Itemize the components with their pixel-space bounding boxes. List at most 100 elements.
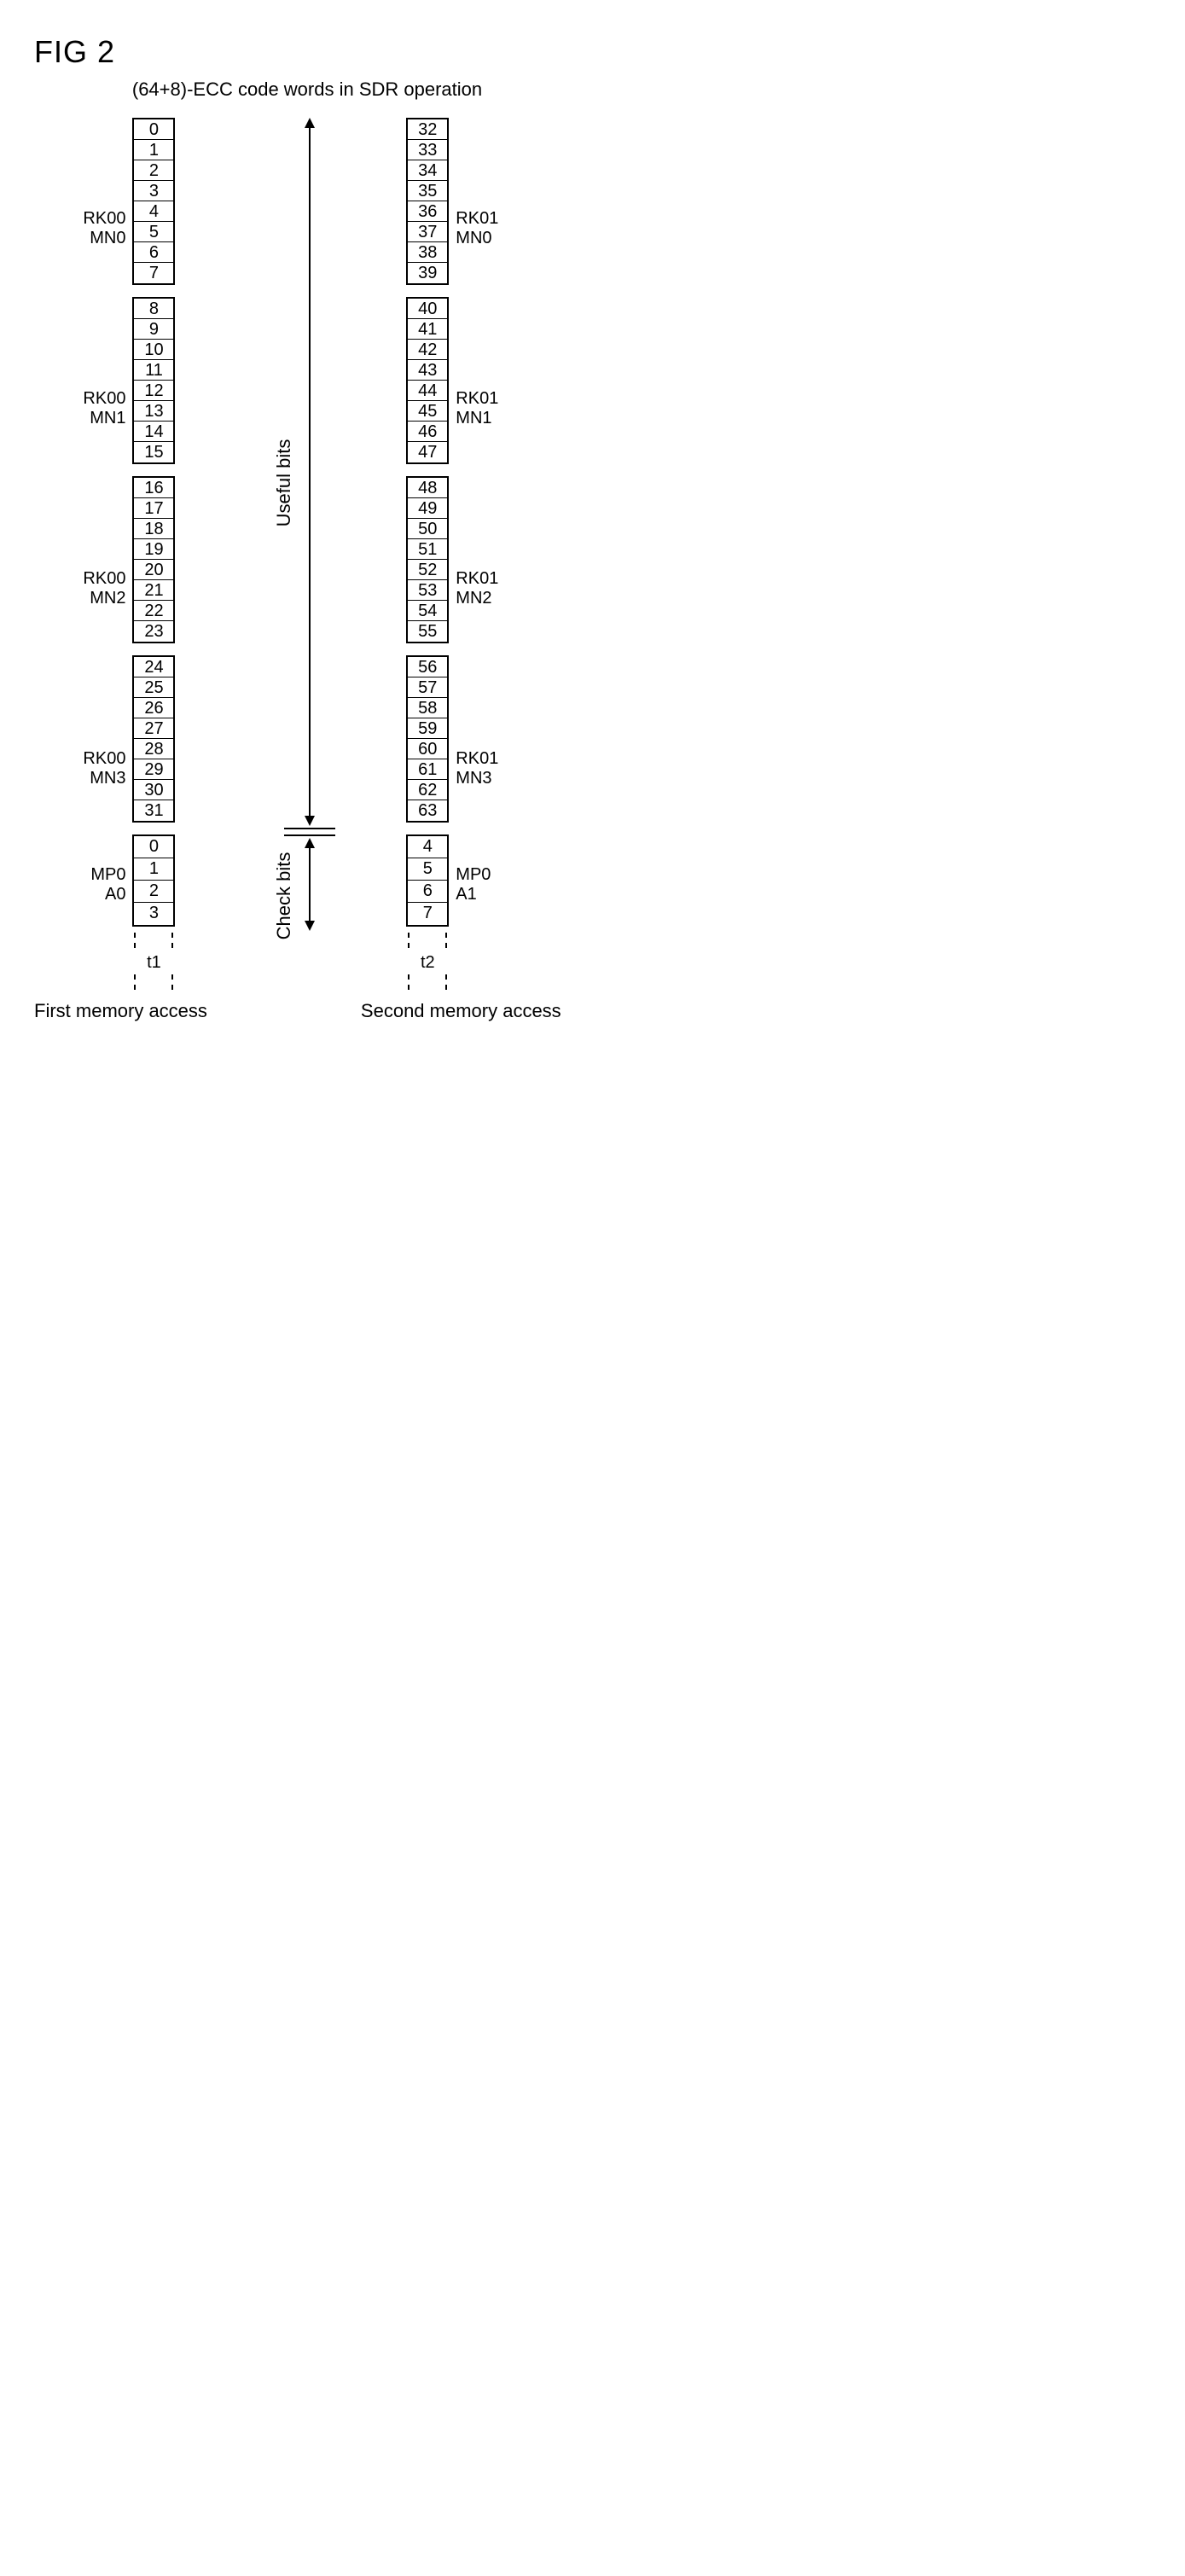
bit-block: 1617181920212223 (132, 476, 175, 643)
time-dash (134, 933, 173, 948)
block-label-module: MN1 (456, 409, 515, 428)
bit-cell: 43 (408, 360, 447, 381)
block-label-module: MN0 (456, 229, 515, 248)
check-label-top: MP0 (456, 865, 515, 885)
bit-block: 01234567 (132, 118, 175, 285)
bit-cell: 36 (408, 201, 447, 222)
bit-block: 89101112131415 (132, 297, 175, 464)
label-column: RK01MN0RK01MN1RK01MN2RK01MN3MP0A1 (449, 118, 515, 931)
bit-cell: 34 (408, 160, 447, 181)
bit-cell: 12 (134, 381, 173, 401)
block-label-rank: RK00 (66, 209, 125, 229)
bit-cell: 61 (408, 759, 447, 780)
bit-cell: 29 (134, 759, 173, 780)
bit-cell: 8 (134, 299, 173, 319)
bit-cell: 50 (408, 519, 447, 539)
time-label: t1 (134, 953, 173, 973)
bit-cell: 16 (134, 478, 173, 498)
bit-block: 4567 (406, 834, 449, 927)
memory-access-column: RK00MN0RK00MN1RK00MN2RK00MN3MP0A00123456… (34, 118, 207, 1022)
time-label: t2 (408, 953, 447, 973)
bit-cell: 19 (134, 539, 173, 560)
bit-cell: 5 (408, 858, 447, 881)
bit-cell: 3 (134, 181, 173, 201)
label-column: RK00MN0RK00MN1RK00MN2RK00MN3MP0A0 (66, 118, 132, 931)
time-dash (408, 933, 447, 948)
bit-cell: 15 (134, 442, 173, 462)
subtitle: (64+8)-ECC code words in SDR operation (34, 79, 580, 101)
bit-cell: 30 (134, 780, 173, 800)
bit-cell: 62 (408, 780, 447, 800)
block-label-module: MN3 (66, 769, 125, 788)
bit-cell: 52 (408, 560, 447, 580)
bit-cell: 0 (134, 119, 173, 140)
bit-cell: 4 (134, 201, 173, 222)
bit-cell: 25 (134, 677, 173, 698)
bit-cell: 7 (134, 263, 173, 283)
bit-cell: 1 (134, 858, 173, 881)
bit-block: 2425262728293031 (132, 655, 175, 823)
useful-bits-label: Useful bits (273, 439, 295, 527)
bit-cell: 22 (134, 601, 173, 621)
bit-cell: 20 (134, 560, 173, 580)
bit-cell: 32 (408, 119, 447, 140)
bit-cell: 2 (134, 881, 173, 903)
footer-label: First memory access (34, 1000, 207, 1022)
bit-block: 4849505152535455 (406, 476, 449, 643)
bit-cell: 2 (134, 160, 173, 181)
bit-cell: 60 (408, 739, 447, 759)
bit-cell: 9 (134, 319, 173, 340)
block-label-rank: RK01 (456, 209, 515, 229)
bit-cell: 23 (134, 621, 173, 642)
block-label-module: MN1 (66, 409, 125, 428)
check-label-bot: A1 (456, 885, 515, 904)
bit-cell: 59 (408, 718, 447, 739)
bit-cell: 53 (408, 580, 447, 601)
bit-cell: 14 (134, 422, 173, 442)
bit-block: 0123 (132, 834, 175, 927)
bit-cell: 4 (408, 836, 447, 858)
time-dash (408, 974, 447, 990)
time-dash (134, 974, 173, 990)
bit-cell: 41 (408, 319, 447, 340)
check-bits-label: Check bits (273, 852, 295, 939)
bit-cell: 0 (134, 836, 173, 858)
bit-cell: 44 (408, 381, 447, 401)
bit-cell: 5 (134, 222, 173, 242)
bit-cell: 37 (408, 222, 447, 242)
bit-cell: 40 (408, 299, 447, 319)
bit-cell: 11 (134, 360, 173, 381)
bit-cell: 49 (408, 498, 447, 519)
bit-cell: 46 (408, 422, 447, 442)
bit-block: 4041424344454647 (406, 297, 449, 464)
block-label-rank: RK00 (66, 389, 125, 409)
bit-cell: 7 (408, 903, 447, 925)
bit-cell: 28 (134, 739, 173, 759)
bit-cell: 57 (408, 677, 447, 698)
block-label-rank: RK01 (456, 569, 515, 589)
bit-cell: 6 (134, 242, 173, 263)
bit-cell: 39 (408, 263, 447, 283)
bit-cell: 13 (134, 401, 173, 422)
bit-cell: 58 (408, 698, 447, 718)
bit-cell: 55 (408, 621, 447, 642)
bit-cell: 1 (134, 140, 173, 160)
block-label-module: MN2 (66, 589, 125, 608)
block-label-rank: RK00 (66, 749, 125, 769)
bit-cell: 33 (408, 140, 447, 160)
block-label-rank: RK01 (456, 389, 515, 409)
bit-cell: 35 (408, 181, 447, 201)
bit-cell: 6 (408, 881, 447, 903)
block-label-module: MN0 (66, 229, 125, 248)
block-label-module: MN2 (456, 589, 515, 608)
bit-cell: 42 (408, 340, 447, 360)
bit-cell: 21 (134, 580, 173, 601)
bit-cell: 51 (408, 539, 447, 560)
bit-cell: 45 (408, 401, 447, 422)
bit-cell: 47 (408, 442, 447, 462)
bit-cell: 18 (134, 519, 173, 539)
bit-cell: 56 (408, 657, 447, 677)
bit-cell: 54 (408, 601, 447, 621)
footer-label: Second memory access (361, 1000, 561, 1022)
check-label-bot: A0 (66, 885, 125, 904)
